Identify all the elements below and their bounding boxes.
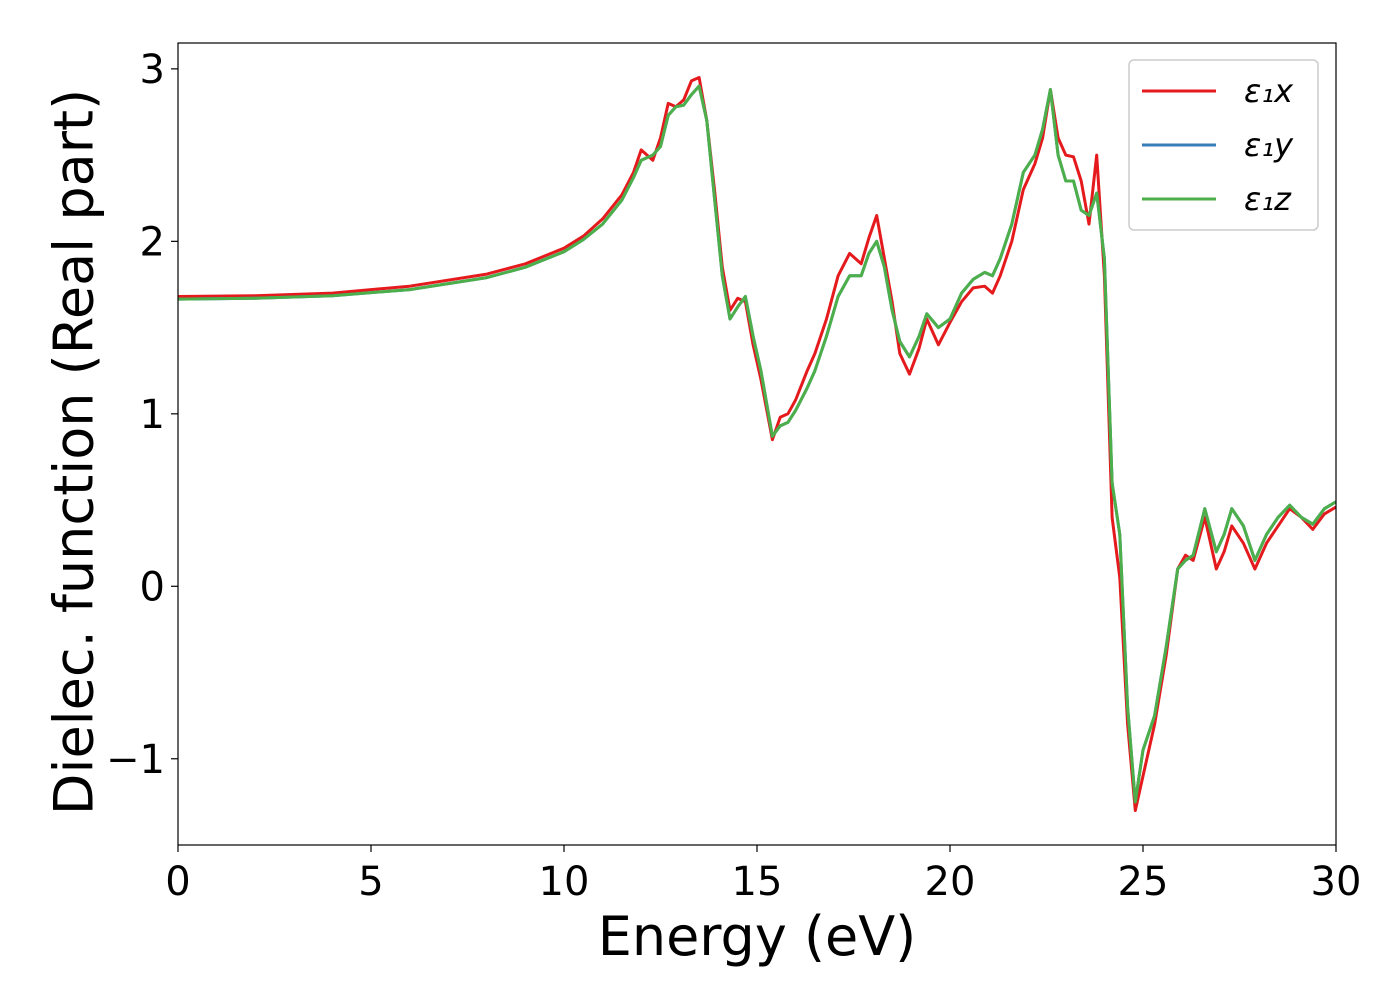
y-axis-label: Dielec. function (Real part) [43,89,106,815]
x-tick-label: 5 [358,859,383,905]
legend-label: ε₁y [1244,126,1294,164]
legend: ε₁x ε₁y ε₁z [1128,59,1319,231]
x-tick-label: 25 [1118,859,1169,905]
y-tick-label: 3 [140,47,165,93]
y-tick-label: 2 [140,219,165,265]
series-line-1 [178,76,1336,812]
y-tick-label: 1 [140,392,165,438]
y-tick-label: 0 [140,564,165,610]
x-tick-label: 15 [732,859,783,905]
series-line-3 [178,84,1336,804]
x-tick-label: 30 [1311,859,1362,905]
x-tick-label: 0 [165,859,190,905]
legend-label: ε₁x [1244,72,1294,110]
legend-box [1128,59,1319,231]
y-axis: −1 0 1 2 3 [106,47,178,783]
x-tick-label: 20 [925,859,976,905]
legend-label: ε₁z [1244,180,1292,218]
x-tick-label: 10 [539,859,590,905]
y-tick-label: −1 [106,737,165,783]
x-axis: 0 5 10 15 20 25 30 [165,845,1361,905]
x-axis-label: Energy (eV) [598,905,917,968]
plot-area [177,42,1337,846]
